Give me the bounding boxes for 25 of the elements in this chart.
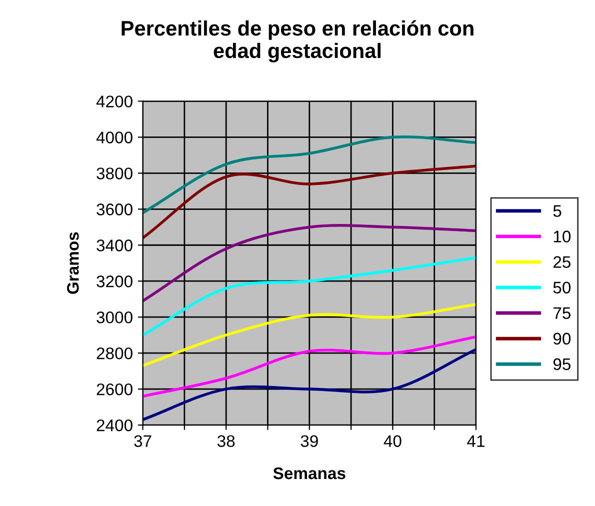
y-tick-label: 2400	[96, 419, 132, 432]
legend-label: 90	[553, 332, 571, 345]
y-tick-label: 3200	[96, 276, 132, 288]
y-tick-label: 4000	[96, 132, 132, 144]
x-tick-label: 40	[384, 435, 402, 448]
y-tick-label: 2800	[96, 347, 132, 360]
x-tick-label: 38	[217, 435, 235, 448]
legend-label: 10	[554, 230, 571, 242]
x-tick-label: 41	[467, 435, 484, 447]
legend-label: 25	[554, 256, 571, 268]
y-tick-label: 2600	[96, 383, 132, 396]
y-axis-title: Gramos	[67, 232, 79, 294]
legend-label: 5	[553, 205, 562, 217]
legend-label: 75	[554, 307, 571, 320]
x-axis-title: Semanas	[273, 467, 346, 480]
y-tick-label: 3400	[96, 240, 132, 252]
y-tick-label: 4200	[96, 96, 132, 108]
y-tick-label: 3800	[96, 168, 132, 180]
chart-title: Percentiles de peso en relación con edad gestacional	[122, 20, 474, 62]
legend-label: 95	[553, 358, 571, 370]
y-tick-label: 3600	[96, 204, 132, 216]
x-tick-label: 37	[134, 435, 152, 448]
legend-label: 50	[553, 282, 571, 294]
y-tick-label: 3000	[96, 311, 132, 324]
x-tick-label: 39	[300, 435, 318, 448]
